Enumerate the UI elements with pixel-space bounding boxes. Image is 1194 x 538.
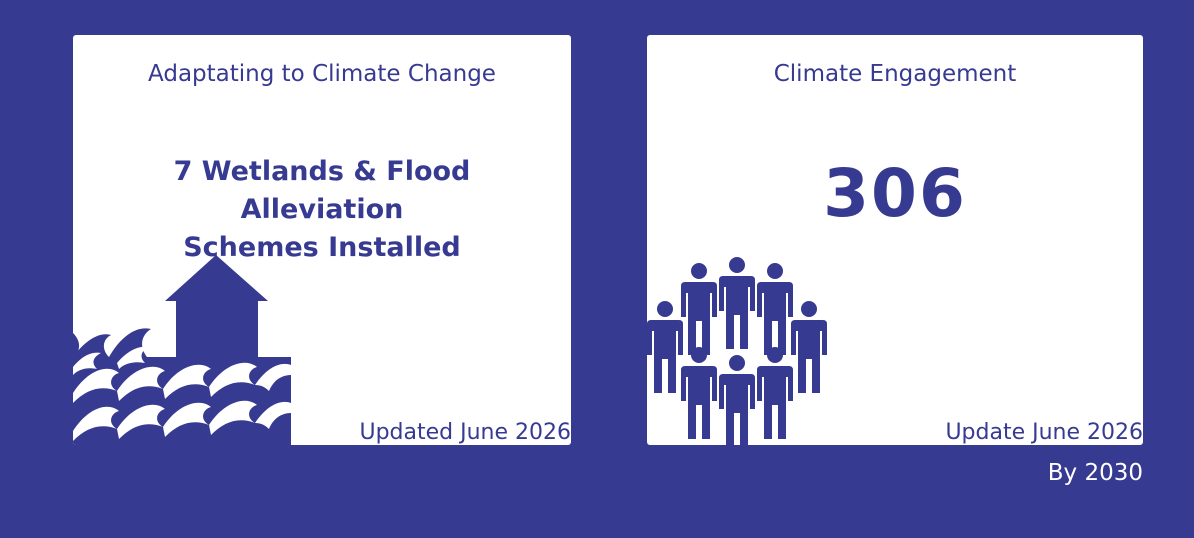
updated-date: Updated June 2026 [359,420,571,445]
card-title: Adaptating to Climate Change [148,61,496,87]
card-title: Climate Engagement [773,61,1017,87]
headline-line-1: 7 Wetlands & Flood Alleviation [173,156,471,225]
card-headline: 7 Wetlands & Flood Alleviation Schemes I… [93,153,551,267]
flooded-house-icon [73,255,291,445]
headline-line-2: Schemes Installed [183,232,461,263]
updated-date: Update June 2026 [945,420,1143,445]
engagement-card: Climate Engagement 306 Update June 2026 [647,35,1143,445]
engagement-count: 306 [823,155,967,232]
adaptation-card: Adaptating to Climate Change 7 Wetlands … [73,35,571,445]
people-group-icon [647,257,827,445]
target-year-note: By 2030 [1047,460,1143,486]
